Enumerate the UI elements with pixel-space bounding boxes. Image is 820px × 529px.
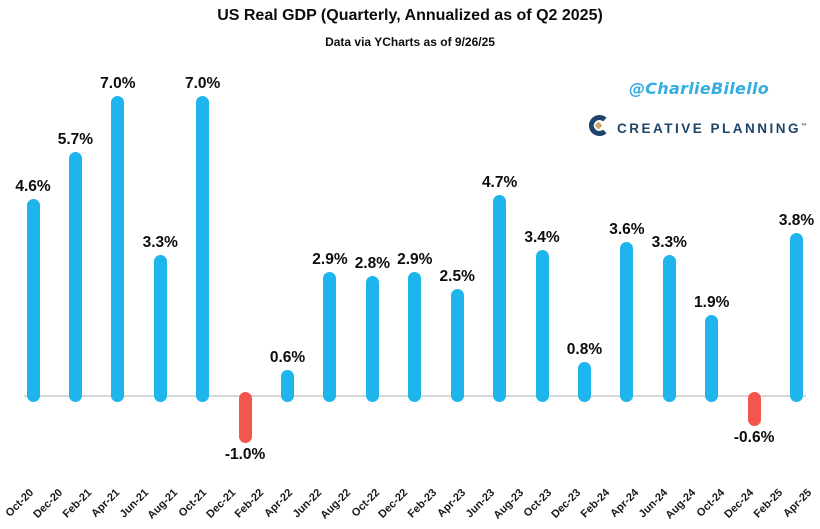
chart-title: US Real GDP (Quarterly, Annualized as of… — [217, 7, 603, 24]
gdp-bar-positive — [153, 254, 167, 402]
creative-planning-logo-text: CREATIVE PLANNING™ — [617, 120, 808, 136]
bar-value-label: 2.9% — [312, 250, 348, 268]
creative-planning-logo: CREATIVE PLANNING™ — [588, 114, 807, 142]
bar-value-label: -0.6% — [733, 428, 775, 446]
bar-value-label: 2.9% — [397, 250, 433, 268]
gdp-bar-positive — [408, 271, 422, 402]
bar-value-label: 3.3% — [142, 233, 178, 251]
chart-subtitle: Data via YCharts as of 9/26/25 — [325, 35, 495, 49]
gdp-bar-positive — [662, 254, 676, 402]
bar-value-label: 4.6% — [15, 178, 51, 196]
gdp-bar-negative — [238, 392, 252, 443]
creative-planning-logo-icon — [588, 114, 611, 142]
gdp-bar-positive — [620, 241, 634, 402]
bar-value-label: 3.4% — [524, 229, 560, 247]
logo-diamond — [593, 120, 604, 131]
bar-value-label: 3.8% — [778, 212, 815, 230]
gdp-bar-positive — [26, 199, 40, 402]
logo-c-shape — [588, 114, 607, 137]
bar-value-label: 3.3% — [651, 233, 687, 251]
gdp-bar-positive — [790, 233, 804, 402]
gdp-bar-positive — [450, 289, 464, 402]
bar-value-label: 7.0% — [100, 75, 136, 93]
trademark-symbol: ™ — [801, 123, 808, 129]
bar-value-label: 0.8% — [566, 340, 603, 358]
twitter-handle: @CharlieBilello — [628, 79, 770, 98]
gdp-bar-positive — [111, 96, 125, 402]
bar-value-label: 2.8% — [354, 255, 391, 273]
gdp-bar-positive — [68, 152, 82, 402]
bar-value-label: 3.6% — [609, 220, 645, 238]
bar-value-label: -1.0% — [224, 445, 266, 463]
gdp-bar-positive — [196, 96, 210, 402]
bar-value-label: 0.6% — [269, 349, 306, 367]
gdp-bar-positive — [577, 361, 591, 402]
gdp-bar-positive — [365, 276, 379, 402]
gdp-bar-positive — [493, 194, 507, 402]
bar-value-label: 5.7% — [57, 131, 94, 149]
bar-value-label: 4.7% — [481, 173, 518, 191]
gdp-bar-positive — [281, 370, 295, 402]
gdp-bar-positive — [705, 314, 719, 402]
bar-value-label: 2.5% — [439, 268, 475, 285]
bar-value-label: 7.0% — [185, 75, 221, 93]
gdp-bar-positive — [535, 250, 549, 402]
bar-value-label: 1.9% — [694, 293, 730, 311]
gdp-bar-positive — [323, 271, 337, 402]
gdp-bar-negative — [747, 392, 761, 426]
